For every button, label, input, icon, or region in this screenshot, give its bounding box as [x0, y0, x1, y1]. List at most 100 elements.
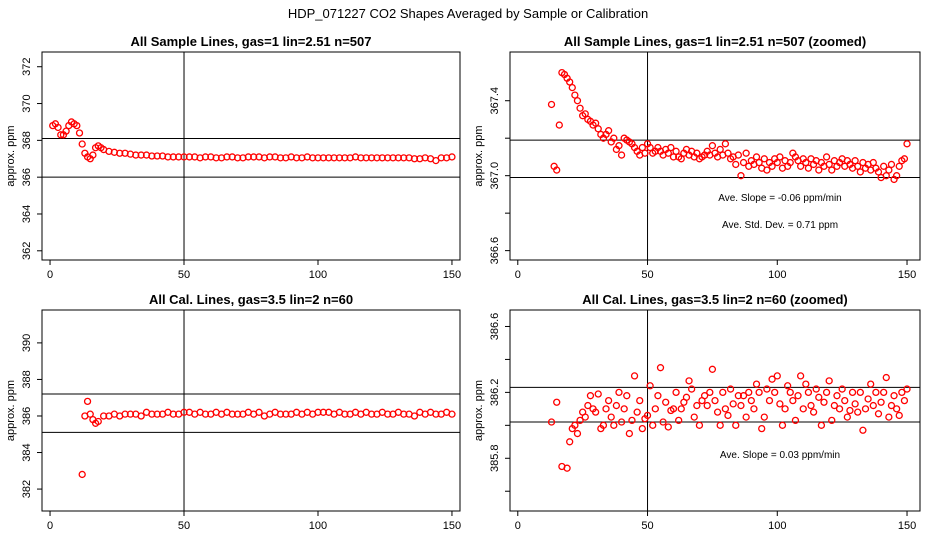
data-point — [882, 373, 890, 382]
data-point — [822, 153, 831, 161]
data-point — [667, 143, 675, 152]
data-point — [892, 172, 901, 180]
data-point — [895, 162, 903, 170]
data-point — [662, 398, 670, 406]
data-point — [867, 380, 875, 388]
data-point — [78, 140, 86, 148]
data-point — [553, 166, 561, 174]
data-point — [555, 121, 563, 129]
data-point — [903, 140, 911, 148]
data-point — [887, 401, 896, 410]
data-point — [760, 413, 768, 421]
data-point — [807, 401, 815, 410]
data-point — [576, 104, 584, 112]
data-point — [617, 418, 626, 426]
data-point — [83, 397, 92, 406]
data-point — [726, 385, 735, 393]
data-point — [815, 166, 823, 174]
x-tick-label: 0 — [47, 520, 53, 532]
data-point — [856, 168, 864, 176]
data-point — [755, 388, 763, 397]
data-point — [78, 470, 86, 479]
data-point — [729, 400, 737, 408]
data-point — [617, 151, 626, 159]
data-point — [752, 153, 761, 161]
y-tick-label: 372 — [21, 58, 33, 76]
data-point — [796, 162, 805, 170]
data-point — [874, 410, 883, 418]
data-point — [448, 153, 456, 161]
data-point — [742, 149, 750, 157]
data-point — [646, 143, 654, 152]
data-point — [641, 149, 649, 157]
data-point — [892, 405, 901, 413]
data-point — [612, 401, 621, 410]
data-point — [581, 110, 589, 118]
data-point — [737, 401, 745, 410]
data-point — [747, 396, 755, 405]
data-point — [654, 392, 662, 400]
data-point — [890, 392, 898, 400]
data-point — [675, 416, 683, 425]
plot-frame — [41, 309, 461, 512]
data-point — [820, 398, 828, 406]
figure-title: HDP_071227 CO2 Shapes Averaged by Sample… — [287, 6, 649, 21]
data-point — [734, 151, 743, 159]
data-point — [630, 372, 639, 380]
data-point — [861, 405, 870, 413]
data-point — [137, 412, 145, 420]
data-point — [773, 372, 781, 380]
data-point — [812, 385, 820, 393]
data-point — [448, 410, 456, 418]
data-point — [768, 375, 776, 383]
x-tick-label: 50 — [641, 269, 653, 281]
data-point — [802, 158, 810, 167]
data-point — [620, 405, 628, 413]
data-point — [57, 131, 65, 139]
data-point — [711, 396, 719, 405]
data-point — [615, 142, 623, 150]
y-tick-label: 390 — [21, 334, 33, 352]
x-tick-label: 100 — [768, 269, 786, 281]
data-point — [864, 395, 872, 403]
data-point — [877, 398, 885, 406]
data-point — [693, 149, 701, 157]
y-tick-label: 382 — [21, 480, 33, 498]
x-tick-label: 150 — [443, 520, 461, 532]
y-tick-label: 385.8 — [489, 445, 501, 473]
y-tick-label: 368 — [21, 131, 33, 149]
data-point — [664, 149, 672, 157]
data-point — [880, 162, 888, 170]
data-point — [607, 413, 615, 421]
data-point — [895, 411, 903, 420]
y-tick-label: 388 — [21, 370, 33, 388]
y-tick-label: 366.6 — [489, 237, 501, 265]
data-point — [778, 421, 787, 429]
data-point — [869, 401, 877, 410]
data-point — [854, 162, 862, 170]
data-point — [685, 377, 693, 385]
y-tick-label: 364 — [21, 205, 33, 223]
data-point — [830, 401, 839, 410]
plot-frame — [509, 309, 921, 512]
chart-title: All Cal. Lines, gas=3.5 lin=2 n=60 (zoom… — [582, 292, 848, 307]
data-point — [765, 396, 774, 405]
data-point — [695, 421, 704, 429]
data-point — [703, 401, 711, 410]
data-point — [804, 388, 813, 397]
x-tick-label: 50 — [641, 520, 653, 532]
y-tick-label: 367.4 — [489, 87, 501, 115]
data-point — [898, 388, 906, 397]
data-point — [763, 385, 771, 393]
data-point — [571, 91, 579, 99]
data-point — [760, 155, 768, 163]
data-point — [817, 421, 826, 429]
data-point — [856, 388, 864, 397]
data-point — [828, 166, 836, 174]
data-point — [62, 127, 70, 135]
data-point — [786, 388, 794, 397]
data-point — [719, 388, 727, 397]
data-point — [874, 168, 883, 176]
data-point — [615, 388, 623, 397]
